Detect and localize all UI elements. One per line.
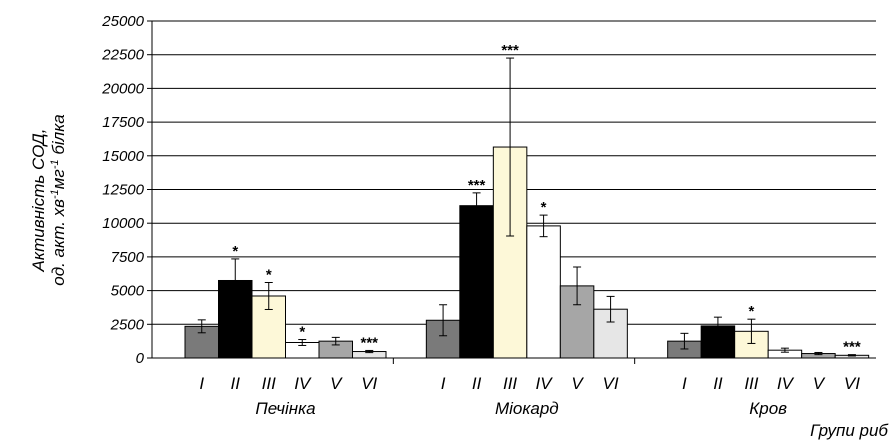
y-axis-title-sup: -1 xyxy=(49,189,61,199)
y-tick-label: 12500 xyxy=(102,182,144,199)
bars: ***************** xyxy=(184,42,870,359)
significance-marker: *** xyxy=(843,339,861,356)
x-subcategory-label: II xyxy=(713,374,723,393)
x-subcategory-label: V xyxy=(813,374,826,393)
x-subcategory-label: I xyxy=(441,374,446,393)
x-subcategory-label: III xyxy=(262,374,276,393)
x-subcategory-label: IV xyxy=(536,374,554,393)
y-tick-label: 7500 xyxy=(111,249,145,266)
y-tick-label: 20000 xyxy=(101,80,144,97)
significance-marker: *** xyxy=(360,334,378,351)
x-subcategory-label: V xyxy=(571,374,584,393)
y-axis-title-part: білка xyxy=(49,114,68,159)
significance-marker: *** xyxy=(468,177,486,194)
y-tick-label: 5000 xyxy=(111,283,145,300)
significance-marker: * xyxy=(748,303,754,320)
y-tick-label: 17500 xyxy=(102,114,144,131)
x-group-label: Міокард xyxy=(495,399,559,418)
x-subcategory-label: VI xyxy=(844,374,860,393)
significance-marker: * xyxy=(232,243,238,260)
x-axis-title: Групи риб xyxy=(810,421,889,440)
y-tick-label: 0 xyxy=(136,350,145,367)
x-subcategory-label: IV xyxy=(777,374,795,393)
y-axis-title-line2: од. акт. хв-1мг-1 білка xyxy=(49,114,68,286)
y-tick-label: 2500 xyxy=(110,316,145,333)
x-subcategory-label: VI xyxy=(361,374,377,393)
y-axis-title-part: од. акт. хв xyxy=(49,199,68,286)
bar xyxy=(526,225,561,359)
y-tick-label: 22500 xyxy=(101,47,144,64)
x-subcategory-label: II xyxy=(472,374,482,393)
y-axis-title: Активність СОД, од. акт. хв-1мг-1 білка xyxy=(29,114,68,286)
x-subcategory-label: III xyxy=(744,374,758,393)
x-group-label: Кров xyxy=(749,399,787,418)
x-subcategory-label: VI xyxy=(603,374,619,393)
significance-marker: * xyxy=(299,324,305,341)
significance-marker: * xyxy=(266,267,272,284)
significance-marker: * xyxy=(541,199,547,216)
y-axis-title-sup: -1 xyxy=(49,159,61,169)
x-subcategory-label: I xyxy=(682,374,687,393)
x-group-label: Печінка xyxy=(255,399,315,418)
x-subcategory-label: V xyxy=(330,374,343,393)
x-subcategory-label: I xyxy=(199,374,204,393)
y-axis-title-line1: Активність СОД, xyxy=(29,129,48,273)
significance-marker: *** xyxy=(501,42,519,59)
y-axis-title-part: мг xyxy=(49,169,68,189)
x-subcategory-label: III xyxy=(503,374,517,393)
x-subcategory-label: IV xyxy=(294,374,312,393)
y-tick-label: 10000 xyxy=(102,215,144,232)
y-axis: 0 2500 5000 7500 10000 12500 15000 17500 20000 22… xyxy=(101,13,153,367)
y-tick-label: 25000 xyxy=(101,13,144,30)
bar xyxy=(459,205,494,359)
x-subcategory-label: II xyxy=(231,374,241,393)
y-tick-label: 15000 xyxy=(102,148,144,165)
